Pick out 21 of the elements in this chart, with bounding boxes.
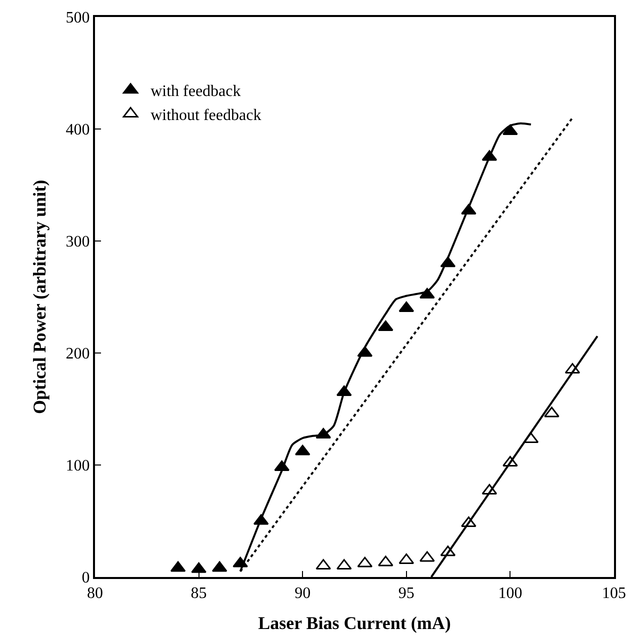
x-tick-label: 90 xyxy=(294,585,311,602)
x-axis-title: Laser Bias Current (mA) xyxy=(258,612,451,633)
y-tick-label: 500 xyxy=(66,10,90,27)
x-tick-label: 105 xyxy=(602,585,626,602)
point xyxy=(502,124,518,135)
y-tick-label: 400 xyxy=(66,122,90,139)
x-tick-label: 80 xyxy=(87,585,103,602)
point xyxy=(544,406,560,418)
y-axis-title: Optical Power (arbitrary unit) xyxy=(30,180,50,414)
point xyxy=(461,516,476,527)
legend-label: with feedback xyxy=(150,83,241,100)
x-tick-label: 85 xyxy=(190,585,207,602)
y-tick-label: 0 xyxy=(82,570,90,587)
y-tick-label: 200 xyxy=(66,346,90,363)
point xyxy=(502,456,518,467)
y-tick-label: 300 xyxy=(66,234,90,251)
y-tick-label: 100 xyxy=(66,458,90,475)
legend-label: without feedback xyxy=(150,106,262,124)
x-tick-label: 100 xyxy=(498,585,522,602)
point xyxy=(191,562,206,573)
x-tick-label: 95 xyxy=(398,585,414,602)
